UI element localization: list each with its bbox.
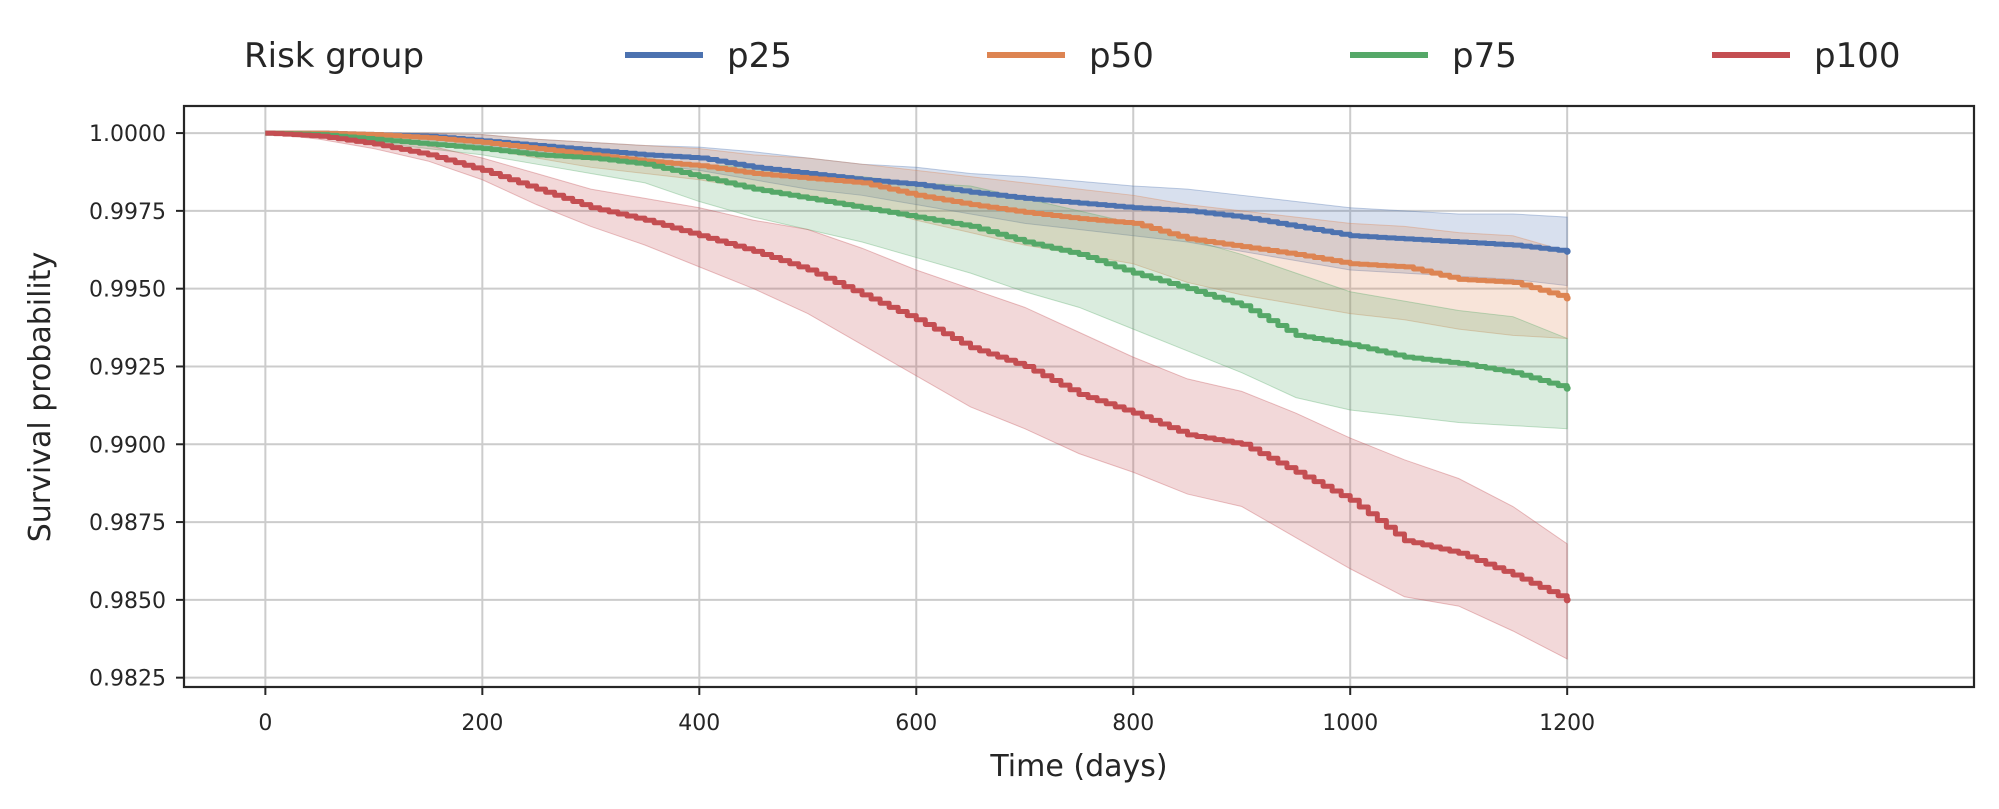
survival-curves [265, 130, 1571, 604]
x-tick-label-6: 1200 [1539, 711, 1595, 736]
y-tick-label-7: 1.0000 [89, 122, 166, 147]
series-end-p75 [1563, 384, 1571, 392]
legend-label-p100: p100 [1814, 36, 1900, 76]
legend-entry-p100: p100 [1712, 36, 1900, 76]
series-line-p50 [265, 130, 1570, 299]
legend: Risk group p25 p50 p75 p100 [244, 36, 1900, 76]
y-tick-label-6: 0.9975 [89, 200, 166, 225]
legend-entry-p50: p50 [987, 36, 1154, 76]
y-tick-label-1: 0.9850 [89, 589, 166, 614]
x-tick-label-5: 1000 [1322, 711, 1378, 736]
x-tick-label-2: 400 [678, 711, 720, 736]
y-tick-label-3: 0.9900 [89, 433, 166, 458]
x-gridlines [264, 106, 1569, 687]
series-end-p50 [1563, 294, 1571, 302]
legend-entry-p25: p25 [625, 36, 792, 76]
x-ticks: 0 200 400 600 800 1000 1200 [258, 687, 1595, 736]
x-tick-label-4: 800 [1112, 711, 1154, 736]
x-tick-label-1: 200 [461, 711, 503, 736]
series-end-p25 [1563, 247, 1571, 255]
y-tick-label-5: 0.9950 [89, 278, 166, 303]
series-end-p100 [1563, 596, 1571, 604]
series-line-p75 [265, 130, 1570, 389]
legend-entry-p75: p75 [1350, 36, 1517, 76]
plot-frame [182, 104, 1976, 689]
series-line-p100 [265, 130, 1570, 600]
y-tick-label-4: 0.9925 [89, 355, 166, 380]
y-ticks: 0.9825 0.9850 0.9875 0.9900 0.9925 0.9950 0.99… [89, 122, 184, 692]
y-tick-label-2: 0.9875 [89, 511, 166, 536]
legend-label-p50: p50 [1089, 36, 1154, 76]
x-axis-label: Time (days) [989, 749, 1167, 784]
legend-label-p25: p25 [727, 36, 792, 76]
legend-title: Risk group [244, 36, 424, 76]
legend-label-p75: p75 [1452, 36, 1517, 76]
x-tick-label-0: 0 [258, 711, 272, 736]
y-tick-label-0: 0.9825 [89, 667, 166, 692]
y-gridlines [184, 132, 1974, 679]
x-tick-label-3: 600 [895, 711, 937, 736]
y-axis-label: Survival probability [23, 252, 58, 543]
